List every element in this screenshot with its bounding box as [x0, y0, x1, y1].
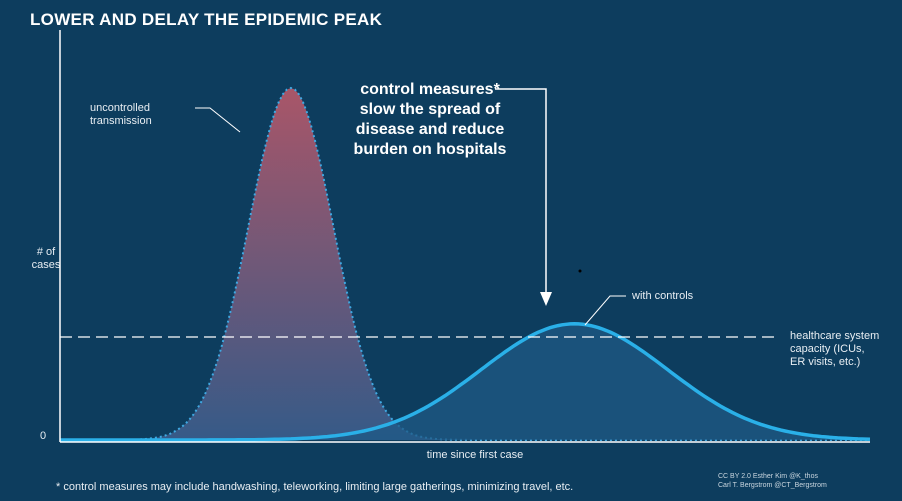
annotation-arrow	[495, 88, 547, 300]
capacity-label: healthcare system capacity (ICUs, ER vis…	[790, 330, 880, 368]
with-controls-label: with controls	[632, 290, 694, 302]
control-measures-annotation: control measures* slow the spread of dis…	[353, 81, 507, 158]
y-axis-label: # of cases	[31, 246, 61, 271]
y-zero-label: 0	[40, 430, 47, 442]
stray-dot	[578, 269, 582, 273]
uncontrolled-leader	[195, 107, 241, 133]
credit: CC BY 2.0 Esther Kim @K_thos Carl T. Ber…	[718, 473, 827, 489]
controls-leader	[584, 295, 626, 326]
annotation-arrowhead	[540, 292, 552, 306]
x-axis-label: time since first case	[426, 449, 524, 461]
footnote: * control measures may include handwashi…	[56, 481, 574, 493]
chart-title: LOWER AND DELAY THE EPIDEMIC PEAK	[30, 10, 383, 29]
with-controls-curve	[60, 322, 871, 442]
uncontrolled-label: uncontrolled transmission	[90, 102, 152, 127]
uncontrolled-area	[60, 88, 870, 440]
